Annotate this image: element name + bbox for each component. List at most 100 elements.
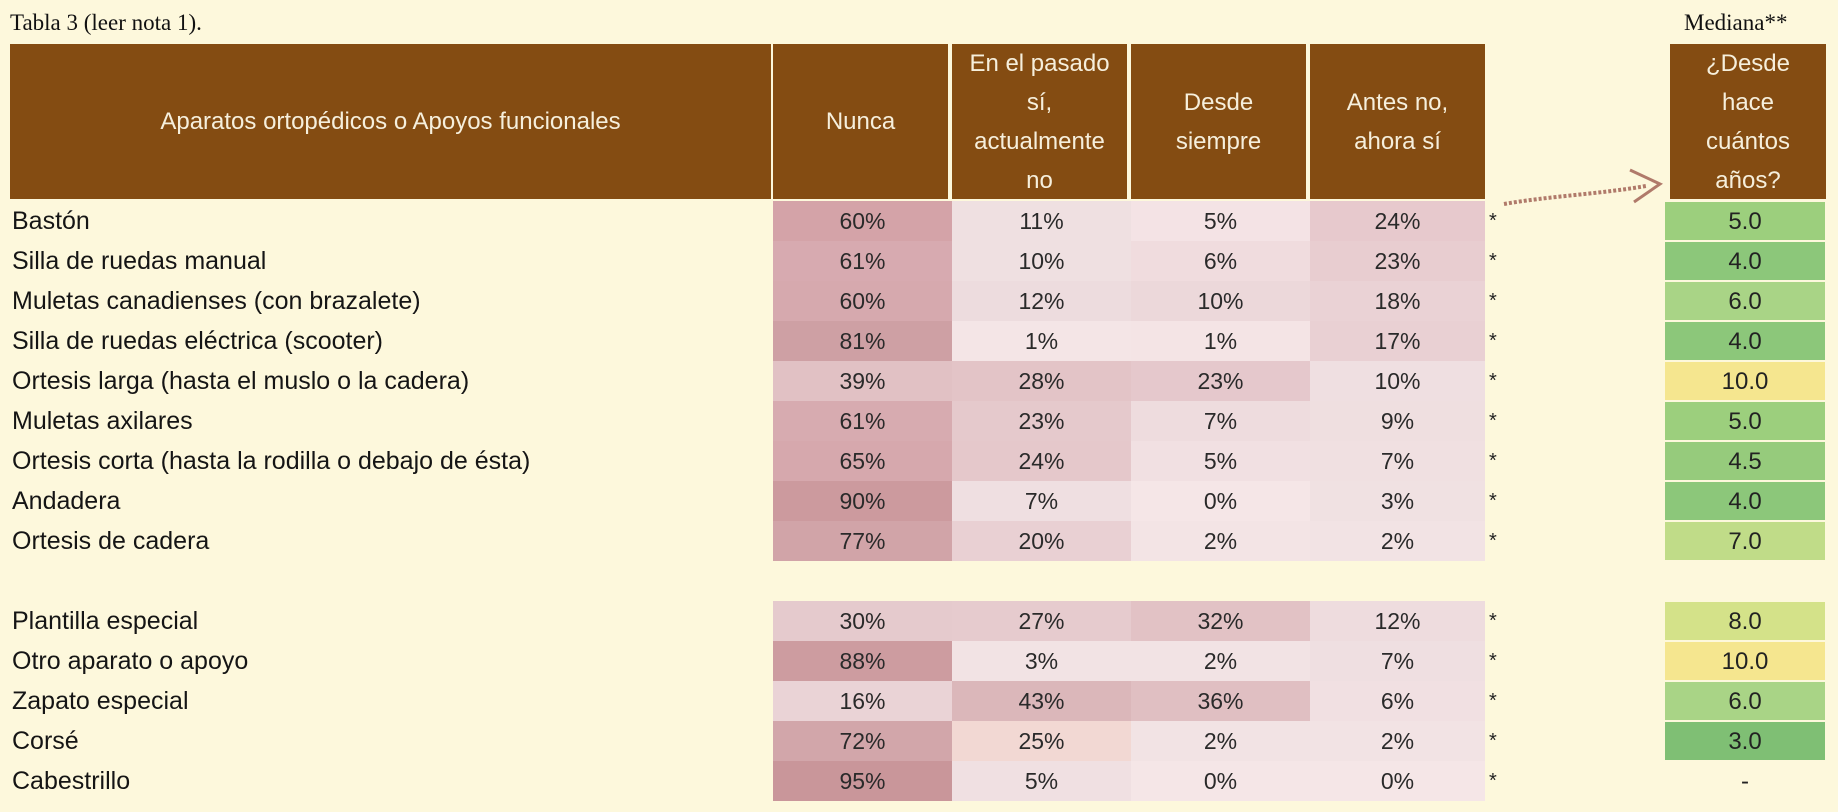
- cell-always: 5%: [1131, 441, 1310, 481]
- header-past: En el pasado sí, actualmente no: [952, 44, 1127, 199]
- cell-never: 16%: [773, 681, 952, 721]
- cell-past: 43%: [952, 681, 1131, 721]
- row-label: Plantilla especial: [12, 607, 199, 635]
- row-label: Corsé: [12, 727, 79, 755]
- cell-always: 36%: [1131, 681, 1310, 721]
- cell-always: 7%: [1131, 401, 1310, 441]
- header-now: Antes no, ahora sí: [1310, 44, 1485, 199]
- cell-now: 3%: [1310, 481, 1485, 521]
- cell-never: 90%: [773, 481, 952, 521]
- cell-never: 30%: [773, 601, 952, 641]
- significance-marker: *: [1489, 650, 1497, 672]
- row-label: Zapato especial: [12, 687, 189, 715]
- cell-now: 18%: [1310, 281, 1485, 321]
- row-label: Silla de ruedas eléctrica (scooter): [12, 327, 383, 355]
- header-never-label: Nunca: [825, 108, 896, 135]
- median-years: 10.0: [1665, 362, 1825, 400]
- median-years: 6.0: [1665, 282, 1825, 320]
- cell-past: 20%: [952, 521, 1131, 561]
- significance-marker: *: [1489, 330, 1497, 352]
- cell-never: 61%: [773, 401, 952, 441]
- cell-never: 65%: [773, 441, 952, 481]
- cell-now: 9%: [1310, 401, 1485, 441]
- cell-past: 3%: [952, 641, 1131, 681]
- header-never: Nunca: [773, 44, 948, 199]
- significance-marker: *: [1489, 370, 1497, 392]
- cell-never: 60%: [773, 281, 952, 321]
- cell-never: 39%: [773, 361, 952, 401]
- significance-marker: *: [1489, 690, 1497, 712]
- header-past-line: En el pasado: [969, 49, 1110, 77]
- header-always-line: Desde: [1183, 88, 1254, 116]
- cell-never: 95%: [773, 761, 952, 801]
- cell-never: 88%: [773, 641, 952, 681]
- cell-always: 2%: [1131, 521, 1310, 561]
- header-device-label: Aparatos ortopédicos o Apoyos funcionale…: [160, 108, 621, 135]
- significance-marker: *: [1489, 410, 1497, 432]
- cell-never: 72%: [773, 721, 952, 761]
- significance-marker: *: [1489, 730, 1497, 752]
- header-always: Desde siempre: [1131, 44, 1306, 199]
- cell-always: 32%: [1131, 601, 1310, 641]
- significance-marker: *: [1489, 770, 1497, 792]
- header-past-line: no: [1026, 166, 1053, 194]
- median-years: 8.0: [1665, 602, 1825, 640]
- cell-always: 5%: [1131, 201, 1310, 241]
- cell-now: 7%: [1310, 641, 1485, 681]
- cell-now: 24%: [1310, 201, 1485, 241]
- cell-now: 0%: [1310, 761, 1485, 801]
- cell-always: 1%: [1131, 321, 1310, 361]
- cell-past: 11%: [952, 201, 1131, 241]
- cell-now: 10%: [1310, 361, 1485, 401]
- significance-marker: *: [1489, 490, 1497, 512]
- header-now-line: Antes no,: [1346, 88, 1449, 116]
- cell-now: 12%: [1310, 601, 1485, 641]
- cell-always: 2%: [1131, 641, 1310, 681]
- row-label: Muletas axilares: [12, 407, 193, 435]
- cell-now: 7%: [1310, 441, 1485, 481]
- cell-never: 60%: [773, 201, 952, 241]
- median-years: 10.0: [1665, 642, 1825, 680]
- header-years: ¿Desde hace cuántos años?: [1670, 44, 1826, 199]
- cell-always: 0%: [1131, 481, 1310, 521]
- cell-past: 24%: [952, 441, 1131, 481]
- cell-past: 27%: [952, 601, 1131, 641]
- significance-marker: *: [1489, 250, 1497, 272]
- cell-past: 7%: [952, 481, 1131, 521]
- median-years: 5.0: [1665, 202, 1825, 240]
- cell-always: 6%: [1131, 241, 1310, 281]
- median-years: -: [1741, 768, 1749, 795]
- row-label: Muletas canadienses (con brazalete): [12, 287, 421, 315]
- cell-always: 2%: [1131, 721, 1310, 761]
- table-caption: Tabla 3 (leer nota 1).: [10, 10, 202, 35]
- significance-marker: *: [1489, 210, 1497, 232]
- cell-past: 1%: [952, 321, 1131, 361]
- header-device: Aparatos ortopédicos o Apoyos funcionale…: [10, 44, 771, 199]
- median-years: 4.0: [1665, 242, 1825, 280]
- cell-past: 25%: [952, 721, 1131, 761]
- header-always-line: siempre: [1175, 127, 1262, 155]
- cell-always: 0%: [1131, 761, 1310, 801]
- cell-now: 17%: [1310, 321, 1485, 361]
- median-years: 3.0: [1665, 722, 1825, 760]
- significance-marker: *: [1489, 610, 1497, 632]
- row-label: Bastón: [12, 207, 90, 235]
- median-years: 4.0: [1665, 482, 1825, 520]
- median-years: 4.5: [1665, 442, 1825, 480]
- median-column-title: Mediana**: [1684, 10, 1788, 35]
- row-label: Ortesis larga (hasta el muslo o la cader…: [12, 367, 470, 395]
- row-label: Silla de ruedas manual: [12, 247, 267, 275]
- header-years-line: ¿Desde: [1705, 49, 1791, 77]
- significance-marker: *: [1489, 290, 1497, 312]
- cell-never: 61%: [773, 241, 952, 281]
- significance-marker: *: [1489, 450, 1497, 472]
- median-years: 4.0: [1665, 322, 1825, 360]
- header-now-line: ahora sí: [1354, 127, 1441, 155]
- cell-past: 5%: [952, 761, 1131, 801]
- row-label: Andadera: [12, 487, 121, 515]
- arrow-icon: [1503, 168, 1664, 206]
- row-label: Cabestrillo: [12, 767, 131, 795]
- cell-never: 77%: [773, 521, 952, 561]
- cell-past: 23%: [952, 401, 1131, 441]
- cell-past: 10%: [952, 241, 1131, 281]
